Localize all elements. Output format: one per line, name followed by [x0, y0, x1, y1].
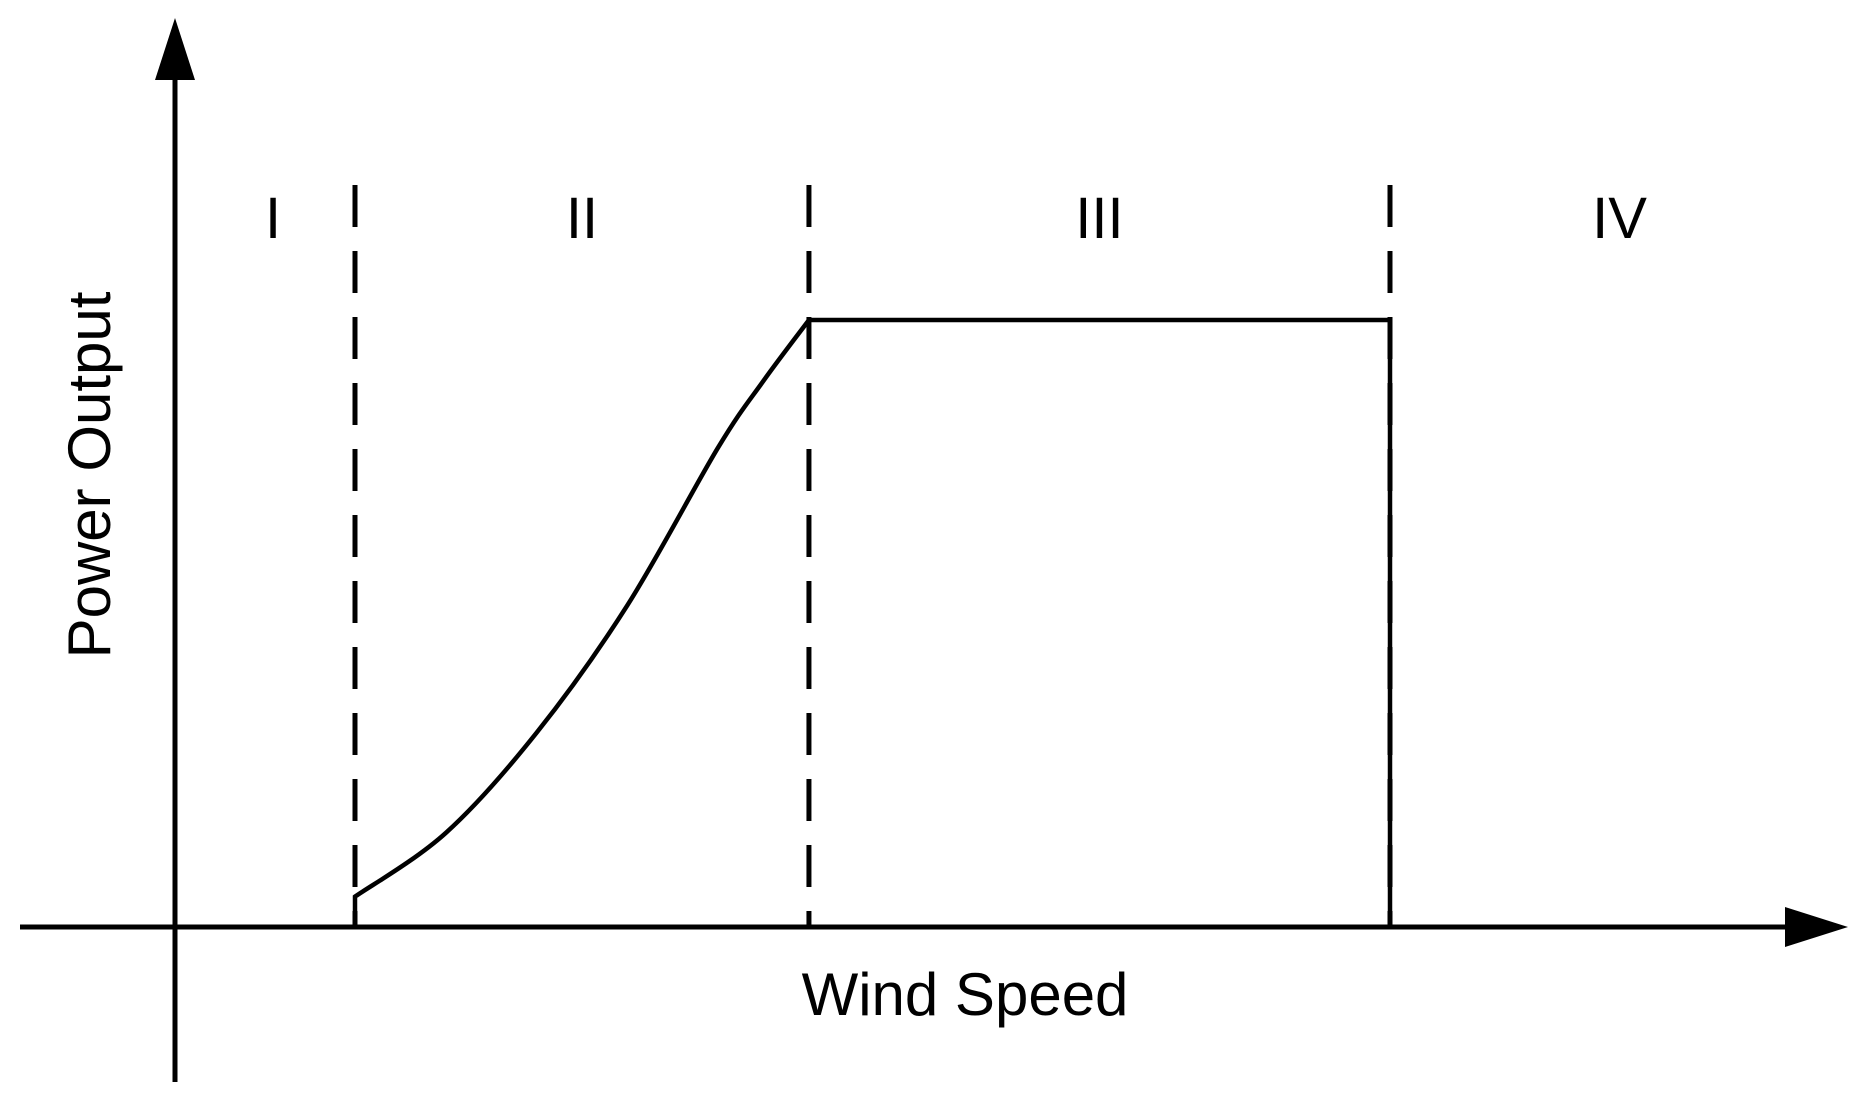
power-curve-line — [352, 317, 1393, 927]
y-axis-arrow-icon — [155, 18, 195, 80]
region-label-2: II — [566, 186, 598, 251]
x-axis-label: Wind Speed — [802, 961, 1129, 1028]
x-axis-arrow-icon — [1785, 907, 1848, 947]
region-label-1: I — [265, 186, 281, 251]
region-dividers — [352, 185, 1393, 927]
y-axis-label: Power Output — [56, 291, 123, 658]
region-labels: I II III IV — [265, 186, 1647, 251]
region-label-4: IV — [1592, 186, 1647, 251]
region-label-3: III — [1075, 186, 1123, 251]
